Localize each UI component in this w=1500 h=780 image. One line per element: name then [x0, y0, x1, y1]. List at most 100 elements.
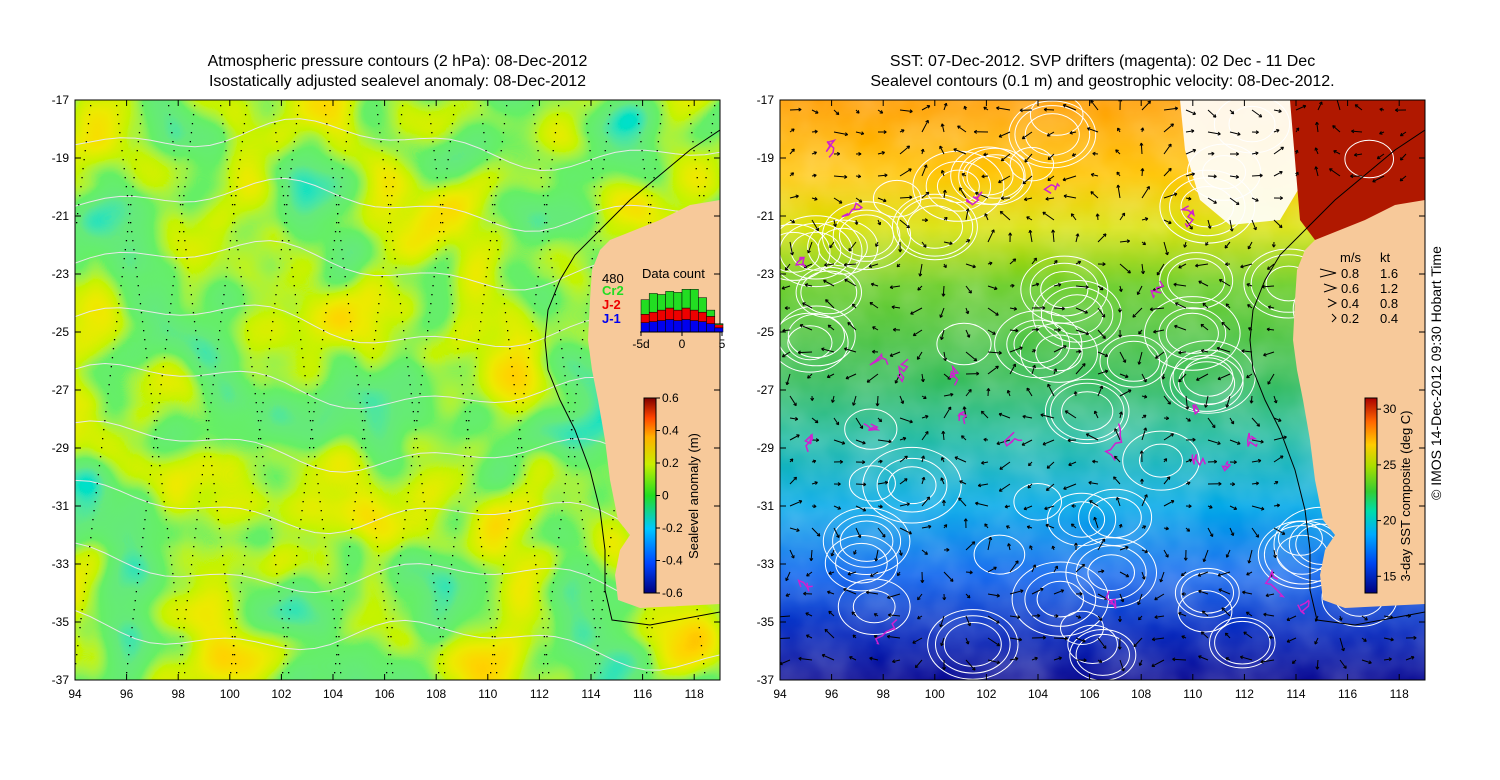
velocity-arrow-head	[1213, 459, 1218, 464]
track-point	[315, 465, 317, 467]
velocity-arrow-head	[1114, 428, 1118, 432]
velocity-arrow-head	[1172, 657, 1176, 662]
y-tick-label: -33	[52, 557, 70, 571]
velocity-arrow	[1273, 395, 1277, 404]
velocity-arrow-head	[975, 191, 979, 196]
track-point	[223, 564, 225, 566]
velocity-arrow-head	[1024, 159, 1028, 163]
track-point	[512, 375, 514, 377]
track-point	[233, 645, 235, 647]
track-point	[228, 177, 230, 179]
sealevel-contour	[780, 305, 856, 367]
track-point	[652, 618, 654, 620]
sealevel-contour	[817, 227, 868, 267]
velocity-legend-ms: 0.6	[1341, 281, 1359, 296]
track-point	[536, 285, 538, 287]
velocity-arrow	[785, 571, 791, 581]
velocity-arrow	[798, 351, 813, 354]
velocity-arrow	[877, 527, 886, 538]
track-point	[394, 600, 396, 602]
velocity-arrow-head	[875, 403, 880, 407]
track-point	[593, 618, 595, 620]
track-point	[278, 591, 280, 593]
track-point	[420, 474, 422, 476]
track-point	[461, 474, 463, 476]
track-point	[466, 438, 468, 440]
track-point	[442, 204, 444, 206]
velocity-arrow	[866, 373, 879, 383]
track-point	[477, 519, 479, 521]
track-point	[345, 573, 348, 575]
bar-cr2	[681, 289, 691, 309]
track-point	[440, 222, 442, 224]
velocity-arrow	[866, 591, 879, 595]
drifter-track	[1246, 432, 1258, 448]
velocity-arrow	[1065, 410, 1077, 419]
y-tick-label: -29	[757, 441, 775, 455]
track-point	[712, 114, 715, 116]
velocity-arrow-head	[1178, 612, 1182, 616]
velocity-arrow-head	[1247, 304, 1251, 308]
track-point	[263, 465, 265, 467]
velocity-arrow	[1251, 197, 1259, 202]
velocity-arrow-head	[1246, 571, 1250, 576]
track-point	[596, 654, 598, 656]
track-point	[119, 294, 121, 296]
track-point	[327, 132, 329, 134]
track-point	[437, 618, 439, 620]
x-tick-label: 116	[1338, 687, 1357, 701]
velocity-arrow-head	[998, 179, 1002, 184]
velocity-arrow-head	[1165, 416, 1170, 421]
velocity-arrow-head	[996, 642, 1001, 647]
velocity-arrow	[1096, 213, 1099, 221]
bar-j2	[706, 316, 716, 324]
velocity-arrow-head	[1295, 171, 1299, 176]
track-point	[184, 618, 186, 620]
velocity-arrow-head	[785, 381, 790, 386]
velocity-arrow	[941, 123, 945, 133]
track-point	[201, 474, 203, 476]
velocity-arrow	[855, 131, 864, 135]
velocity-arrow-head	[1315, 121, 1319, 126]
velocity-arrow-head	[940, 170, 945, 174]
velocity-arrow-head	[1247, 245, 1252, 250]
velocity-arrow	[1273, 527, 1286, 535]
track-point	[140, 312, 143, 314]
track-point	[703, 195, 705, 197]
track-point	[196, 339, 198, 341]
track-point	[552, 276, 554, 278]
track-point	[591, 258, 593, 260]
track-point	[593, 186, 595, 188]
track-point	[326, 123, 328, 125]
track-point	[103, 429, 105, 431]
velocity-arrow	[1022, 131, 1033, 140]
velocity-arrow	[965, 307, 969, 314]
velocity-arrow-head	[917, 287, 921, 291]
track-point	[133, 249, 135, 251]
track-point	[179, 204, 182, 206]
track-point	[280, 249, 282, 251]
velocity-arrow-head	[940, 642, 944, 647]
velocity-arrow-head	[1183, 557, 1188, 561]
track-point	[128, 654, 130, 656]
track-point	[222, 123, 224, 125]
track-point	[174, 591, 176, 593]
velocity-arrow	[1022, 415, 1033, 419]
track-point	[284, 654, 286, 656]
velocity-arrow-head	[869, 302, 874, 306]
velocity-arrow-head	[1154, 615, 1158, 620]
track-point	[443, 627, 445, 629]
sealevel-contour	[896, 197, 974, 257]
velocity-arrow	[1250, 395, 1253, 404]
velocity-arrow	[877, 197, 887, 202]
x-tick-label: 94	[773, 687, 787, 701]
track-point	[467, 429, 469, 431]
track-point	[226, 267, 228, 269]
track-point	[345, 141, 347, 143]
track-point	[158, 402, 160, 404]
track-point	[590, 591, 592, 593]
track-point	[441, 654, 444, 656]
track-point	[535, 294, 537, 296]
velocity-arrow-head	[1092, 459, 1096, 464]
